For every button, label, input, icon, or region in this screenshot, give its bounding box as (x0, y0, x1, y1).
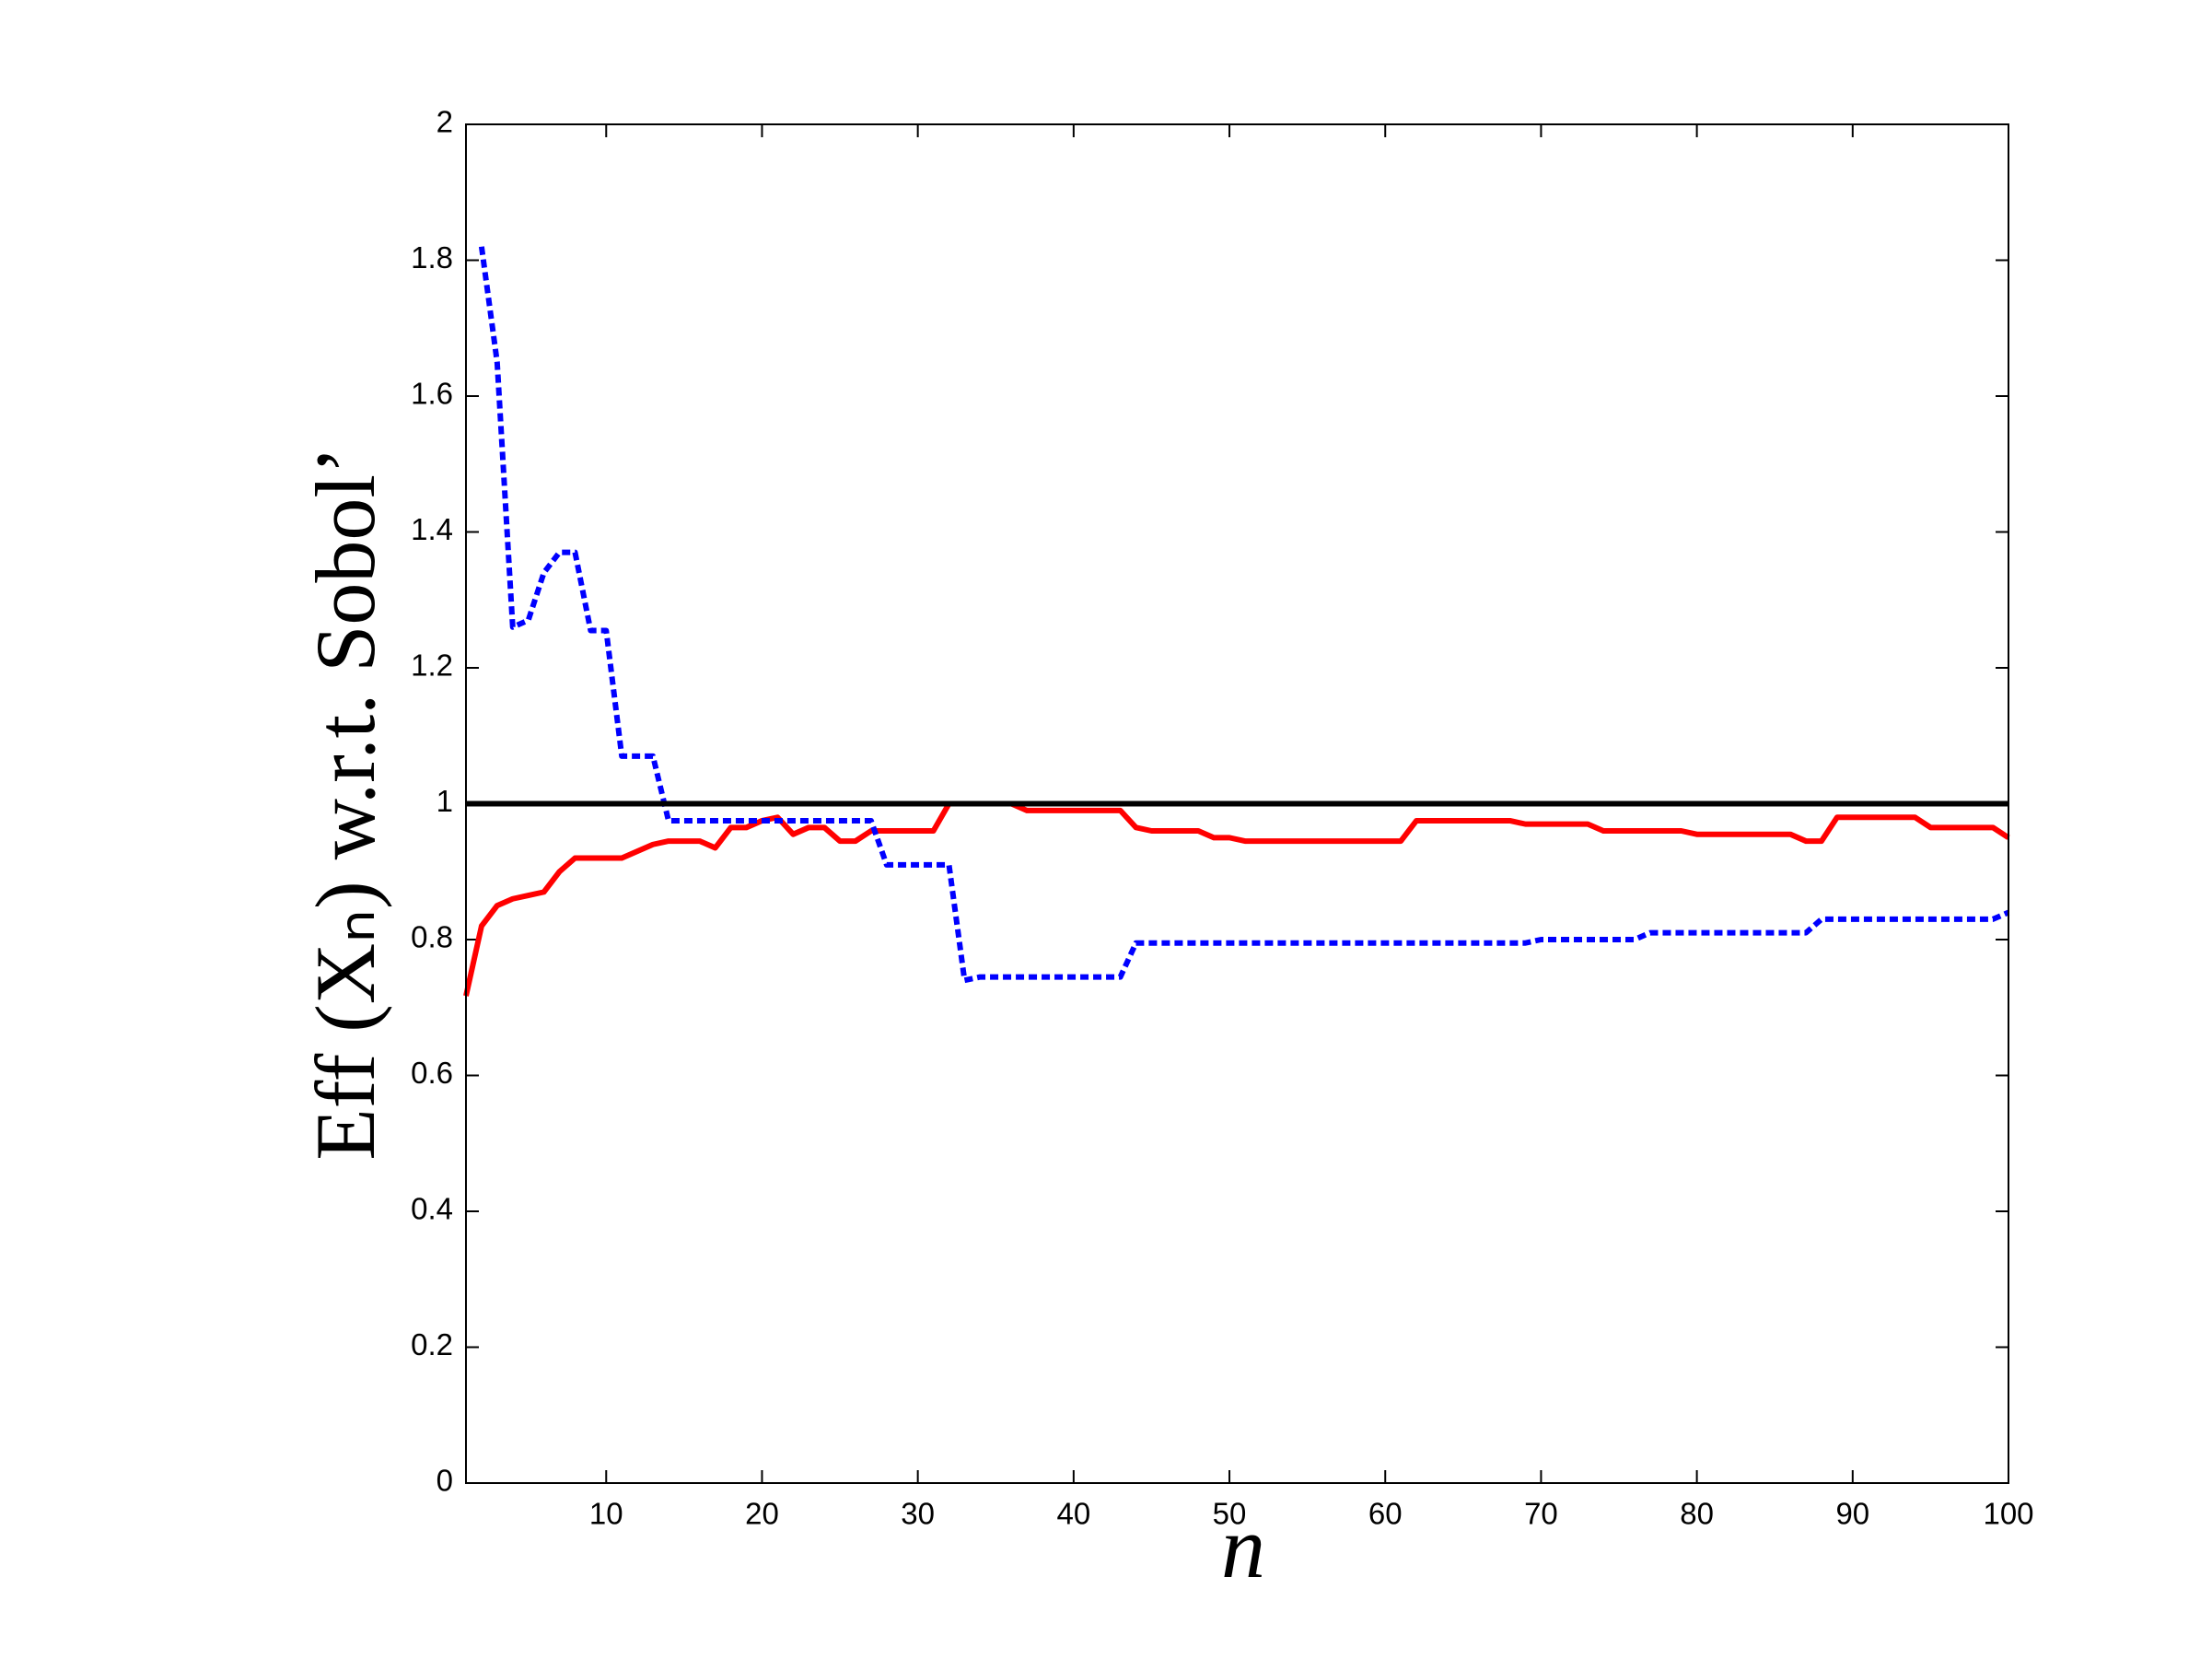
y-tick-label: 0.8 (411, 920, 453, 954)
y-axis-label: Eff (Xₙ) w.r.t. Sobol’ (298, 446, 392, 1160)
x-tick-label: 10 (589, 1497, 623, 1531)
x-axis-label: n (1221, 1498, 1265, 1596)
plot-frame (465, 123, 2009, 1484)
x-tick-label: 50 (1213, 1497, 1247, 1531)
x-tick-label: 20 (745, 1497, 779, 1531)
y-tick-label: 2 (437, 105, 453, 139)
x-tick-label: 30 (901, 1497, 935, 1531)
x-tick-label: 60 (1368, 1497, 1403, 1531)
y-tick-label: 0 (437, 1464, 453, 1498)
series-line (478, 246, 2010, 984)
y-tick-label: 0.2 (411, 1327, 453, 1361)
x-tick-label: 90 (1835, 1497, 1869, 1531)
y-tick-label: 1.4 (411, 512, 453, 546)
y-tick-label: 1.6 (411, 377, 453, 411)
y-tick-label: 1 (437, 784, 453, 818)
x-tick-label: 40 (1056, 1497, 1090, 1531)
series-line (463, 800, 2010, 997)
x-tick-label: 70 (1524, 1497, 1558, 1531)
y-tick-label: 0.4 (411, 1192, 453, 1226)
y-tick-label: 1.8 (411, 240, 453, 275)
y-tick-label: 0.6 (411, 1056, 453, 1090)
y-tick-label: 1.2 (411, 648, 453, 683)
x-tick-label: 100 (1983, 1497, 2033, 1531)
x-tick-label: 80 (1680, 1497, 1714, 1531)
